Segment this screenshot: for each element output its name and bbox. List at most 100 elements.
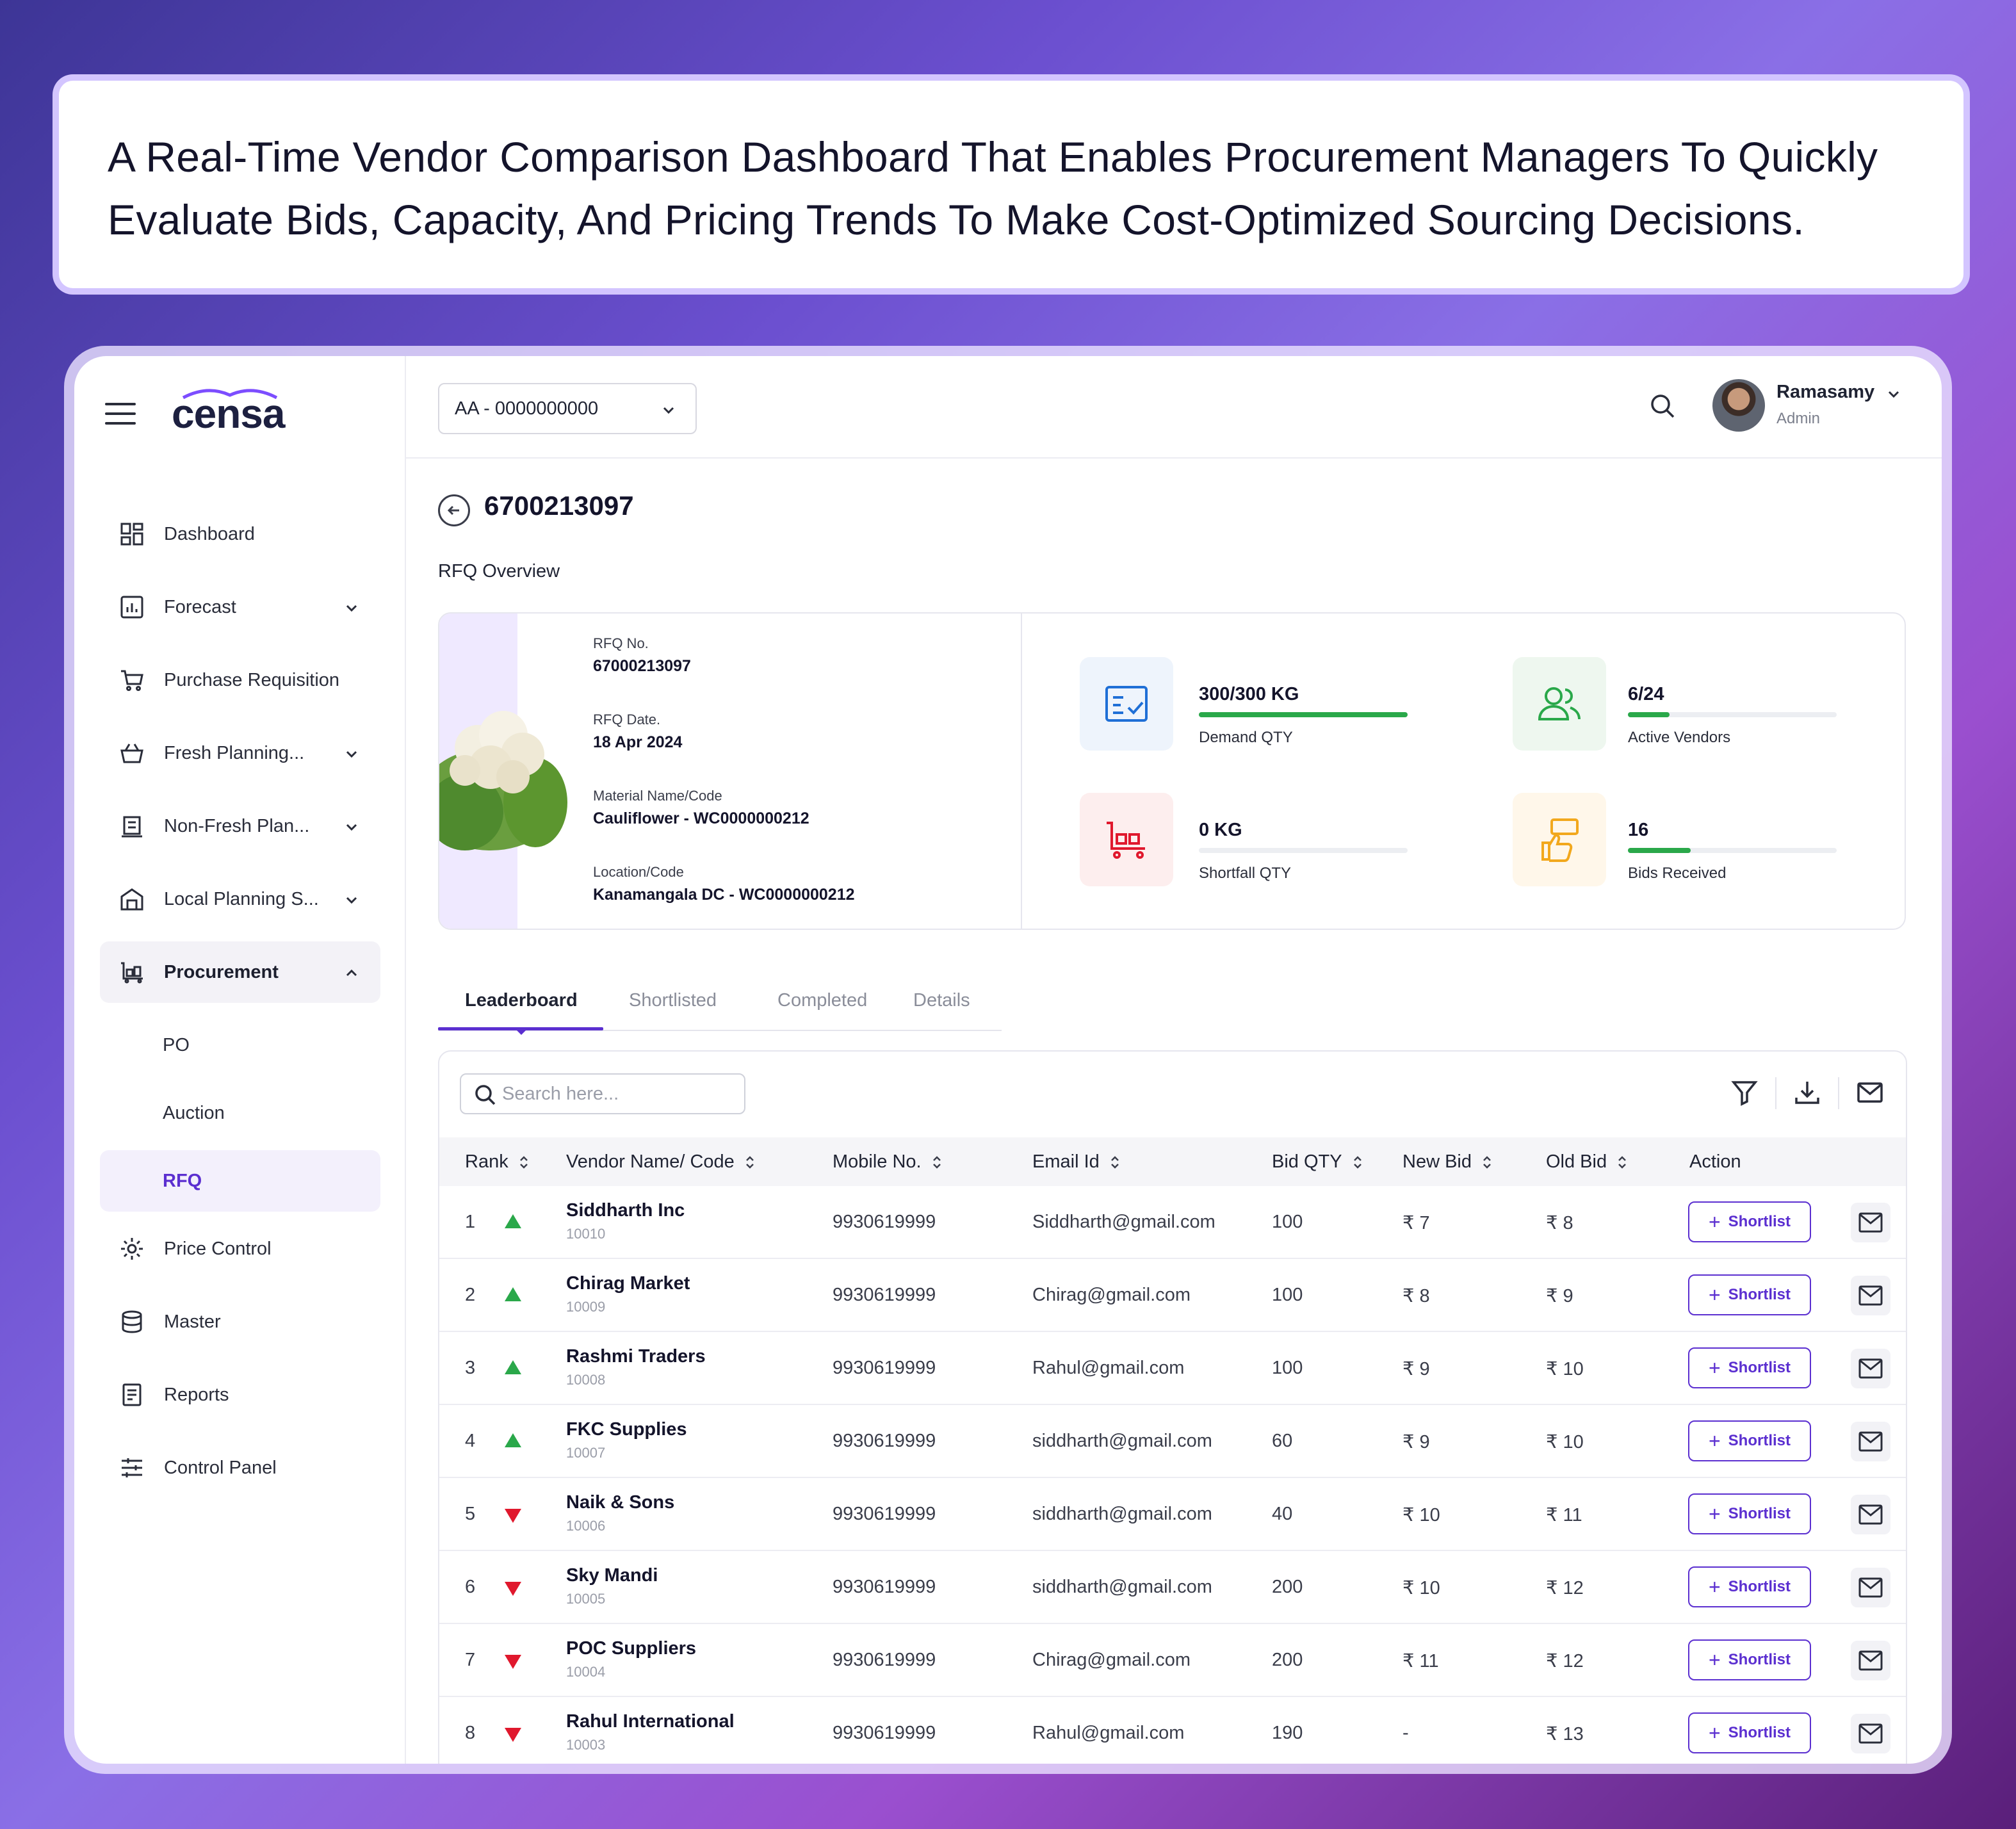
mail-vendor-button[interactable]	[1851, 1568, 1890, 1607]
new-bid-cell: -	[1402, 1723, 1409, 1743]
filter-icon[interactable]	[1730, 1078, 1759, 1107]
sidebar-item-reports[interactable]: Reports	[100, 1364, 380, 1426]
table-search[interactable]: Search here...	[460, 1073, 745, 1114]
chevron-down-icon	[663, 407, 674, 414]
sidebar-item-forecast[interactable]: Forecast	[100, 576, 380, 638]
headline: A Real-Time Vendor Comparison Dashboard …	[108, 133, 1878, 243]
mail-vendor-button[interactable]	[1851, 1641, 1890, 1680]
search-icon	[475, 1085, 496, 1105]
shortlist-button[interactable]: + Shortlist	[1688, 1274, 1811, 1315]
stat-value: 16	[1628, 820, 1649, 840]
mail-vendor-button[interactable]	[1851, 1203, 1890, 1242]
search-icon[interactable]	[1648, 392, 1677, 420]
email-cell: siddharth@gmail.com	[1032, 1577, 1212, 1597]
stat-progress-fill	[1628, 712, 1670, 717]
user-name[interactable]: Ramasamy	[1776, 382, 1875, 402]
column-header-label: New Bid	[1402, 1151, 1472, 1172]
headline-card: A Real-Time Vendor Comparison Dashboard …	[53, 74, 1970, 295]
column-header-rank[interactable]: Rank	[465, 1151, 529, 1173]
mail-vendor-button[interactable]	[1851, 1349, 1890, 1388]
sliders-icon	[122, 1458, 142, 1477]
stat-bids-received: 16 Bids Received	[1513, 793, 1871, 889]
table-row: 6 Sky Mandi 10005 9930619999 siddharth@gmail…	[439, 1551, 1906, 1624]
sidebar-subitem-auction[interactable]: Auction	[163, 1102, 225, 1123]
shortlist-button[interactable]: + Shortlist	[1688, 1712, 1811, 1753]
rank-cell: 6	[465, 1577, 476, 1597]
plus-icon: +	[1708, 1429, 1721, 1452]
vendor-name: POC Suppliers	[566, 1638, 697, 1659]
back-button[interactable]	[438, 494, 470, 526]
sidebar-item-local-planning[interactable]: Local Planning S...	[100, 868, 380, 930]
sidebar-item-label: Dashboard	[164, 523, 255, 544]
app-window: censa Dashboard Forecast Purchase Requis…	[74, 356, 1942, 1764]
column-header-bid-qty[interactable]: Bid QTY	[1272, 1151, 1363, 1173]
shortlist-button[interactable]: + Shortlist	[1688, 1639, 1811, 1680]
stat-icon-bg	[1080, 793, 1173, 886]
shortlist-button[interactable]: + Shortlist	[1688, 1201, 1811, 1242]
shortlist-button[interactable]: + Shortlist	[1688, 1347, 1811, 1388]
plus-icon: +	[1708, 1356, 1721, 1379]
sidebar-item-master[interactable]: Master	[100, 1291, 380, 1353]
sidebar-item-dashboard[interactable]: Dashboard	[100, 503, 380, 565]
table-row: 7 POC Suppliers 10004 9930619999 Chirag@gmai…	[439, 1624, 1906, 1697]
tab-details[interactable]: Details	[913, 990, 970, 1011]
vendor-code: 10006	[566, 1518, 606, 1534]
trend-up-icon	[505, 1214, 521, 1228]
account-select[interactable]: AA - 0000000000	[438, 383, 697, 434]
sidebar-item-label: Price Control	[164, 1238, 272, 1259]
column-header-old-bid[interactable]: Old Bid	[1546, 1151, 1627, 1173]
sidebar-item-label: Reports	[164, 1384, 229, 1405]
table-header: Rank Vendor Name/ Code Mobile No. Email …	[439, 1137, 1906, 1186]
material-value: Cauliflower - WC0000000212	[593, 809, 809, 827]
sidebar-item-non-fresh-planning[interactable]: Non-Fresh Plan...	[100, 795, 380, 857]
rank-cell: 7	[465, 1650, 476, 1670]
shortlist-button[interactable]: + Shortlist	[1688, 1566, 1811, 1607]
sidebar-item-control-panel[interactable]: Control Panel	[100, 1437, 380, 1499]
shortlist-button[interactable]: + Shortlist	[1688, 1420, 1811, 1461]
new-bid-cell: ₹ 10	[1402, 1578, 1440, 1598]
bid-qty-cell: 190	[1272, 1723, 1303, 1743]
mail-vendor-button[interactable]	[1851, 1714, 1890, 1753]
chevron-down-icon	[346, 605, 357, 612]
sidebar-item-purchase-requisition[interactable]: Purchase Requisition	[100, 649, 380, 711]
hamburger-menu-icon[interactable]	[105, 403, 136, 425]
grid-icon	[120, 523, 143, 546]
download-icon[interactable]	[1793, 1078, 1821, 1107]
sidebar-item-price-control[interactable]: Price Control	[100, 1218, 380, 1280]
column-header-mobile[interactable]: Mobile No.	[833, 1151, 942, 1173]
column-header-label: Vendor Name/ Code	[566, 1151, 735, 1172]
brand-logo[interactable]: censa	[172, 389, 285, 437]
mail-vendor-button[interactable]	[1851, 1276, 1890, 1315]
mail-vendor-button[interactable]	[1851, 1422, 1890, 1461]
chevron-down-icon[interactable]	[1887, 387, 1901, 401]
trend-down-icon	[505, 1582, 521, 1596]
new-bid-cell: ₹ 9	[1402, 1359, 1430, 1379]
column-header-vendor[interactable]: Vendor Name/ Code	[566, 1151, 755, 1173]
trend-down-icon	[505, 1509, 521, 1523]
tab-shortlisted[interactable]: Shortlisted	[629, 990, 717, 1011]
sidebar-item-fresh-planning[interactable]: Fresh Planning...	[100, 722, 380, 784]
plus-icon: +	[1708, 1648, 1721, 1671]
tab-completed[interactable]: Completed	[777, 990, 868, 1011]
mobile-cell: 9930619999	[833, 1431, 936, 1451]
sidebar-subitem-rfq[interactable]: RFQ	[100, 1150, 380, 1212]
stat-active-vendors: 6/24 Active Vendors	[1513, 657, 1871, 753]
section-title: RFQ Overview	[438, 561, 560, 581]
avatar[interactable]	[1712, 379, 1765, 432]
stat-progress-fill	[1628, 848, 1691, 853]
vendor-code: 10009	[566, 1299, 606, 1315]
shortlist-button[interactable]: + Shortlist	[1688, 1493, 1811, 1534]
mail-icon	[1858, 1650, 1883, 1671]
tab-leaderboard[interactable]: Leaderboard	[465, 990, 578, 1011]
sidebar-item-procurement[interactable]: Procurement	[100, 941, 380, 1003]
column-header-email[interactable]: Email Id	[1032, 1151, 1120, 1173]
bid-qty-cell: 200	[1272, 1650, 1303, 1670]
page-title: 6700213097	[484, 491, 634, 521]
email-cell: siddharth@gmail.com	[1032, 1431, 1212, 1451]
stat-icon-bg	[1080, 657, 1173, 751]
mail-vendor-button[interactable]	[1851, 1495, 1890, 1534]
column-header-new-bid[interactable]: New Bid	[1402, 1151, 1492, 1173]
mail-icon[interactable]	[1856, 1078, 1884, 1107]
sort-icon	[1353, 1155, 1362, 1169]
sidebar-subitem-po[interactable]: PO	[163, 1034, 190, 1055]
